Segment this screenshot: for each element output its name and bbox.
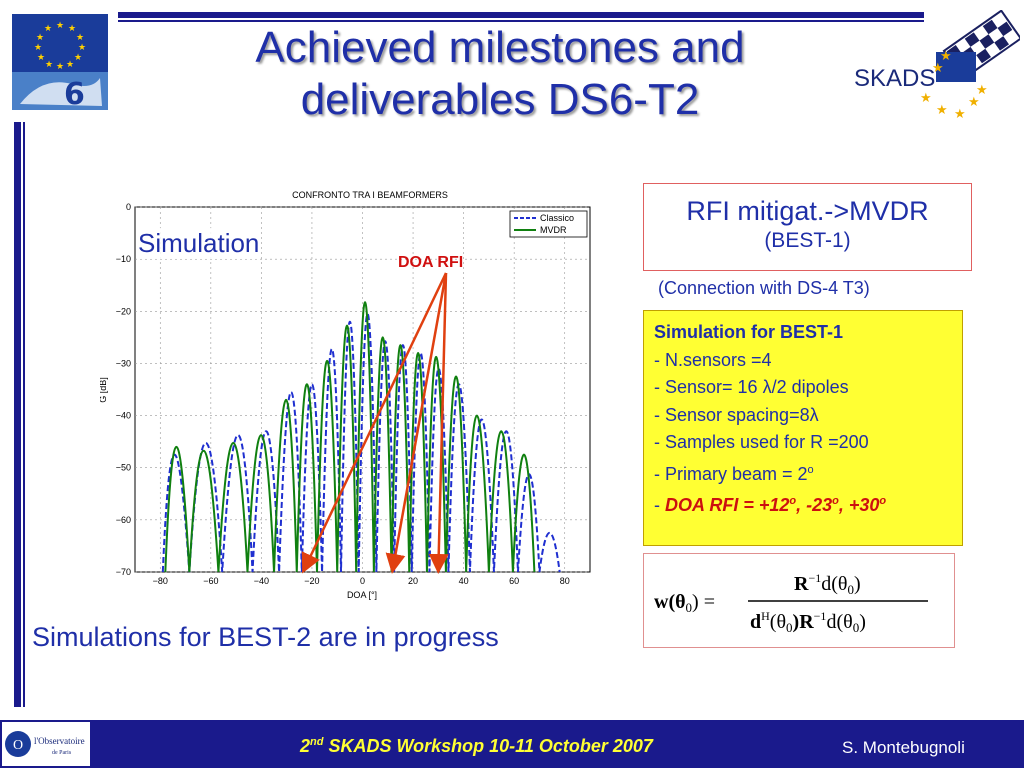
rfi-box-line-1: RFI mitigat.->MVDR: [686, 196, 929, 226]
chart-legend: Classico MVDR: [509, 210, 588, 238]
doa-values: DOA RFI = +12o, -23o, +30o: [665, 495, 887, 515]
svg-text:★: ★: [940, 49, 952, 64]
legend-classico: Classico: [540, 213, 574, 223]
simulation-info-box: Simulation for BEST-1 - N.sensors =4 - S…: [643, 310, 963, 546]
top-border: [118, 12, 924, 18]
y-tick-label: −20: [116, 306, 131, 316]
observatoire-logo: O l'Observatoire de Paris: [2, 722, 90, 766]
skads-logo-text: SKADS: [854, 65, 935, 92]
svg-text:de Paris: de Paris: [52, 750, 72, 756]
series-line-mvdr: [164, 301, 536, 573]
top-border-thin: [118, 20, 924, 22]
svg-text:★: ★: [45, 60, 53, 70]
svg-text:★: ★: [34, 43, 42, 53]
x-tick-label: 40: [459, 576, 469, 586]
info-line-spacing: - Sensor spacing=8λ: [654, 404, 819, 425]
left-border-thin: [23, 122, 25, 707]
mvdr-formula: w(θ0) = R−1d(θ0) dH(θ0)R−1d(θ0): [643, 553, 955, 648]
svg-text:★: ★: [936, 103, 948, 118]
connection-note: (Connection with DS-4 T3): [658, 278, 870, 298]
svg-text:★: ★: [37, 53, 45, 63]
svg-text:★: ★: [56, 62, 64, 72]
legend-mvdr: MVDR: [540, 225, 567, 235]
x-tick-label: 60: [509, 576, 519, 586]
info-box-heading: Simulation for BEST-1: [654, 322, 844, 342]
svg-text:★: ★: [36, 33, 44, 43]
info-line-sensors: - N.sensors =4: [654, 349, 772, 370]
doa-rfi-label: DOA RFI: [398, 254, 464, 271]
svg-text:★: ★: [68, 24, 76, 34]
svg-text:O: O: [13, 738, 23, 753]
footer-author: S. Montebugnoli: [842, 738, 965, 757]
rfi-box-line-2: (BEST-1): [764, 229, 851, 252]
y-tick-label: −30: [116, 358, 131, 368]
progress-note: Simulations for BEST-2 are in progress: [32, 622, 499, 652]
info-line-sensor-type: - Sensor= 16 λ/2 dipoles: [654, 377, 849, 397]
info-line-samples: - Samples used for R =200: [654, 432, 869, 452]
svg-text:★: ★: [44, 24, 52, 34]
svg-text:★: ★: [76, 33, 84, 43]
skads-logo: SKADS ★ ★ ★ ★ ★ ★ ★: [840, 9, 1023, 122]
svg-text:★: ★: [976, 83, 988, 98]
doa-arrow: [385, 272, 448, 574]
rfi-mitigation-box: RFI mitigat.->MVDR (BEST-1): [643, 183, 972, 271]
x-tick-label: −40: [254, 576, 269, 586]
svg-text:l'Observatoire: l'Observatoire: [34, 736, 85, 746]
svg-text:★: ★: [78, 43, 86, 53]
x-tick-label: −60: [203, 576, 218, 586]
chart-xlabel: DOA [°]: [347, 590, 377, 600]
svg-text:★: ★: [954, 107, 966, 122]
footer-workshop: 2nd SKADS Workshop 10-11 October 2007: [300, 736, 653, 756]
svg-text:dH(θ0)R−1d(θ0): dH(θ0)R−1d(θ0): [750, 609, 866, 635]
simulation-label: Simulation: [138, 228, 260, 259]
svg-text:w(θ0) =: w(θ0) =: [654, 591, 715, 615]
svg-text:R−1d(θ0): R−1d(θ0): [794, 571, 861, 597]
beamformer-chart: CONFRONTO TRA I BEAMFORMERS −80 −60 −40 −20…: [98, 185, 600, 610]
y-tick-label: −40: [116, 411, 131, 421]
svg-text:★: ★: [56, 21, 64, 31]
svg-text:★: ★: [74, 53, 82, 63]
y-tick-label: −70: [116, 567, 131, 577]
footer-bar: [0, 720, 1024, 768]
y-tick-label: −50: [116, 463, 131, 473]
y-tick-label: −10: [116, 254, 131, 264]
svg-text:★: ★: [920, 91, 932, 106]
svg-text:★: ★: [66, 60, 74, 70]
doa-arrow: [428, 272, 449, 574]
eu-fp6-logo: ★ ★ ★ ★ ★ ★ ★ ★ ★ ★ ★ ★ 6: [12, 14, 108, 112]
info-line-primary-beam: - Primary beam = 2o: [654, 463, 814, 484]
svg-text:★: ★: [968, 95, 980, 110]
series-line-classico: [161, 313, 561, 573]
x-tick-label: 20: [408, 576, 418, 586]
left-border: [14, 122, 21, 707]
title-line-2: deliverables DS6-T2: [300, 75, 700, 124]
svg-text:6: 6: [64, 77, 85, 110]
svg-text:★: ★: [932, 61, 944, 76]
title-line-1: Achieved milestones and: [255, 23, 745, 72]
x-tick-label: 0: [360, 576, 365, 586]
y-tick-label: 0: [126, 202, 131, 212]
doa-arrow: [301, 272, 448, 574]
chart-ylabel: G [dB]: [100, 377, 108, 403]
info-line-doa: - DOA RFI = +12o, -23o, +30o: [654, 495, 887, 515]
x-tick-label: −20: [304, 576, 319, 586]
y-tick-label: −60: [116, 515, 131, 525]
chart-title: CONFRONTO TRA I BEAMFORMERS: [292, 190, 448, 200]
x-tick-label: −80: [153, 576, 168, 586]
x-tick-label: 80: [560, 576, 570, 586]
slide-title: Achieved milestones and deliverables DS6…: [160, 22, 840, 126]
